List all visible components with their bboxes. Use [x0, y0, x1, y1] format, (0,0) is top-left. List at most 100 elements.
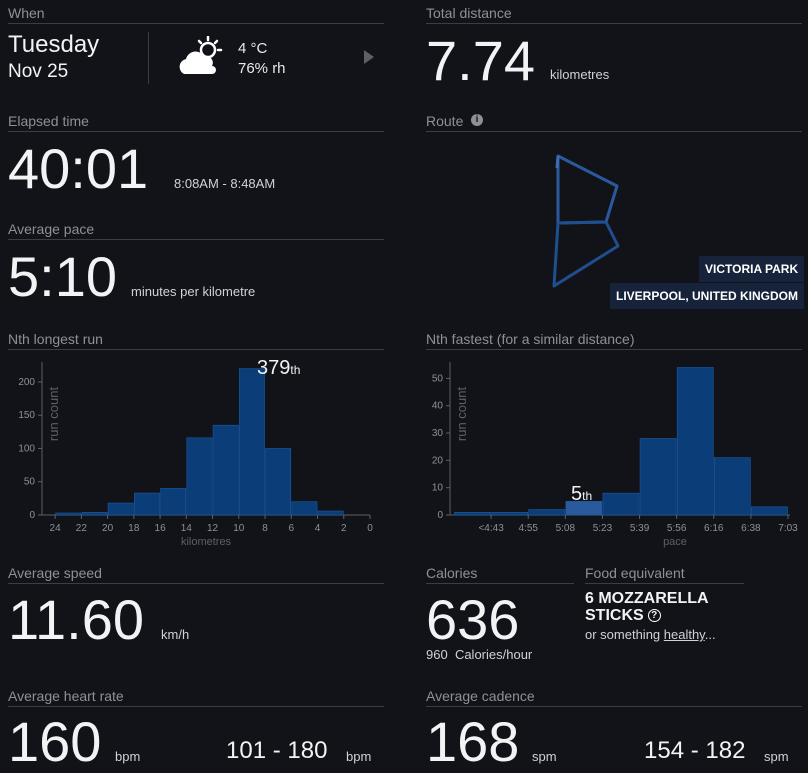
- x-tick-label: 8: [262, 523, 268, 534]
- bar: [602, 492, 640, 516]
- calories-label: Calories: [426, 565, 478, 581]
- calories-rate: 960 Calories/hour: [426, 647, 532, 662]
- heart-rule: [8, 706, 384, 707]
- bar: [639, 438, 677, 516]
- healthy-link[interactable]: healthy: [663, 627, 705, 642]
- route-map: [552, 154, 620, 288]
- cadence-rule: [426, 706, 802, 707]
- x-tick-label: 22: [76, 523, 88, 534]
- pace-unit: minutes per kilometre: [131, 284, 256, 299]
- x-tick-label: 5:23: [593, 523, 613, 534]
- y-tick-label: 150: [18, 410, 35, 421]
- x-tick-label: <4:43: [478, 523, 504, 534]
- bar: [751, 506, 788, 516]
- y-tick-label: 50: [432, 373, 444, 384]
- y-tick-label: 30: [432, 428, 444, 439]
- x-tick-label: 0: [367, 523, 373, 534]
- bar: [160, 488, 187, 516]
- nth-longest-rule: [8, 349, 384, 350]
- y-tick-label: 20: [432, 455, 444, 466]
- nth-fastest-rule: [426, 349, 802, 350]
- x-tick-label: 18: [128, 523, 140, 534]
- food-line2-row: STICKS?: [585, 608, 661, 624]
- x-tick-label: 5:56: [667, 523, 687, 534]
- heart-unit: bpm: [115, 749, 141, 764]
- x-tick-label: 14: [181, 523, 193, 534]
- x-tick-label: 6: [288, 523, 294, 534]
- humidity-text: 76% rh: [238, 60, 286, 77]
- distance-label: Total distance: [426, 5, 512, 21]
- distance-rule: [426, 23, 802, 24]
- heart-label: Average heart rate: [8, 688, 124, 704]
- bar: [107, 502, 134, 516]
- y-axis-label: run count: [46, 387, 61, 442]
- bar: [528, 509, 566, 516]
- cadence-value: 168: [426, 710, 520, 773]
- park-tag: VICTORIA PARK: [699, 256, 805, 282]
- nth-longest-label: Nth longest run: [8, 331, 103, 347]
- location-tag: LIVERPOOL, UNITED KINGDOM: [610, 283, 805, 309]
- food-alt: or something healthy...: [585, 627, 716, 642]
- help-icon[interactable]: ?: [647, 609, 661, 622]
- x-tick-label: 10: [233, 523, 245, 534]
- pace-label: Average pace: [8, 221, 95, 237]
- bar: [134, 492, 160, 516]
- bar: [55, 512, 82, 516]
- x-tick-label: 7:03: [778, 523, 798, 534]
- bar: [265, 448, 292, 516]
- elapsed-label: Elapsed time: [8, 113, 89, 129]
- heart-range-unit: bpm: [346, 749, 372, 764]
- y-tick-label: 0: [29, 510, 35, 521]
- bar: [454, 511, 491, 516]
- when-rule: [8, 23, 384, 24]
- distance-unit: kilometres: [550, 67, 610, 82]
- y-tick-label: 100: [18, 443, 35, 454]
- calories-value: 636: [426, 588, 520, 651]
- y-tick-label: 200: [18, 377, 35, 388]
- bar-highlight: [239, 368, 265, 516]
- nth-fastest-rank: 5th: [571, 484, 592, 504]
- elapsed-value: 40:01: [8, 137, 149, 200]
- x-tick-label: 5:39: [630, 523, 650, 534]
- speed-unit: km/h: [161, 627, 190, 642]
- cadence-range: 154 - 182: [644, 737, 746, 764]
- nth-longest-rank-suffix: th: [290, 363, 301, 377]
- bar: [186, 437, 213, 516]
- bar: [212, 424, 239, 516]
- day-text: Tuesday: [8, 31, 100, 58]
- nth-fastest-label: Nth fastest (for a similar distance): [426, 331, 635, 347]
- x-tick-label: 20: [102, 523, 114, 534]
- speed-rule: [8, 583, 384, 584]
- nth-fastest-chart: 0 10 20 30 40 50 <4:43 4:55 5:08 5:23 5:39 5:56 6:16…: [432, 362, 798, 548]
- nth-fastest-rank-number: 5: [571, 483, 583, 505]
- route-rule: [426, 131, 802, 132]
- bar: [291, 501, 318, 516]
- when-divider: [148, 32, 149, 84]
- pace-value: 5:10: [8, 245, 117, 308]
- cadence-unit: spm: [532, 749, 557, 764]
- calories-rate-value: 960: [426, 647, 448, 662]
- route-info-icon[interactable]: i: [471, 114, 483, 126]
- pace-rule: [8, 239, 384, 240]
- y-tick-label: 40: [432, 401, 444, 412]
- date-text: Nov 25: [8, 61, 69, 82]
- food-label: Food equivalent: [585, 565, 685, 581]
- x-tick-label: 4:55: [518, 523, 538, 534]
- calories-rate-unit: Calories/hour: [454, 647, 533, 662]
- food-alt-prefix: or something: [585, 627, 664, 642]
- x-tick-label: 6:38: [741, 523, 761, 534]
- heart-range: 101 - 180: [226, 737, 328, 764]
- elapsed-range: 8:08AM - 8:48AM: [174, 176, 276, 191]
- bar: [317, 510, 344, 516]
- x-tick-label: 16: [155, 523, 167, 534]
- nth-longest-rank-number: 379: [257, 357, 291, 379]
- x-tick-label: 5:08: [556, 523, 576, 534]
- bar-highlight: [565, 501, 603, 516]
- next-run-arrow-icon[interactable]: [364, 50, 374, 64]
- bar: [491, 511, 529, 516]
- partly-sunny-icon: [179, 36, 223, 74]
- x-tick-label: 6:16: [704, 523, 724, 534]
- cadence-range-unit: spm: [764, 749, 789, 764]
- y-tick-label: 50: [24, 477, 36, 488]
